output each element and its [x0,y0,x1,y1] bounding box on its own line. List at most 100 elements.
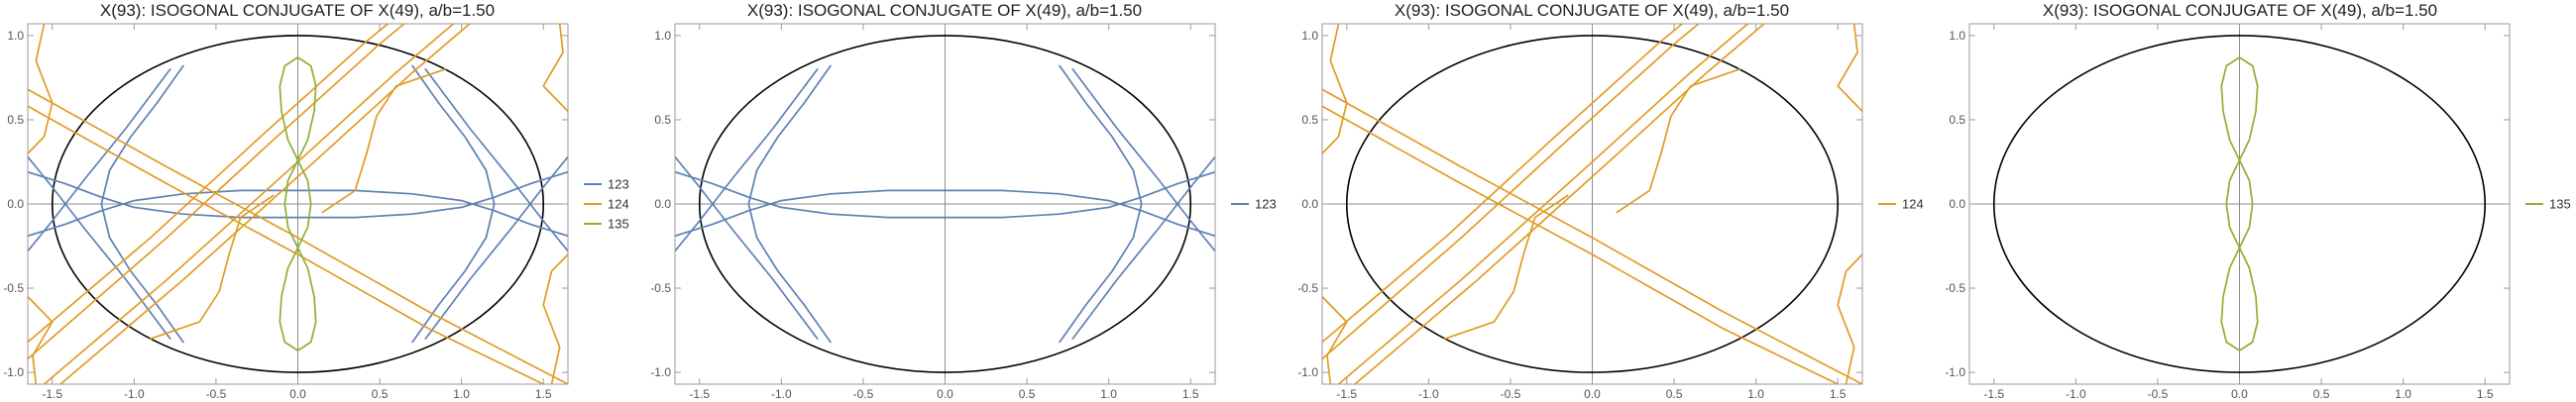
curve-123-7 [424,155,568,340]
x-tick-label: 1.5 [2477,387,2494,401]
x-tick-label: -1.0 [771,387,792,401]
y-tick-label: -0.5 [1297,281,1318,295]
x-tick-label: 0.0 [289,387,306,401]
y-tick-label: 1.0 [654,29,671,43]
curve-123-4 [28,68,171,252]
curve-123-1 [675,189,1215,238]
y-tick-label: 0.5 [7,113,24,127]
y-tick-label: -1.0 [1945,365,1965,379]
x-tick-label: -1.5 [42,387,62,401]
curve-123-5 [675,155,819,340]
x-tick-label: 1.0 [2395,387,2411,401]
y-tick-label: -0.5 [3,281,24,295]
chart-panel-2: X(93): ISOGONAL CONJUGATE OF X(49), a/b=… [650,1,1276,401]
curve-124-11 [542,24,568,113]
legend-label-124: 124 [1902,197,1924,212]
legend-4: 135 [2525,197,2571,212]
y-tick-label: -0.5 [1945,281,1965,295]
legend-label-135: 135 [2549,197,2571,212]
y-tick-label: 0.0 [654,197,671,211]
x-tick-label: 0.0 [1584,387,1601,401]
chart-panel-4: X(93): ISOGONAL CONJUGATE OF X(49), a/b=… [1945,1,2570,401]
x-tick-label: -1.0 [1418,387,1439,401]
curve-124-3 [59,24,471,384]
x-tick-label: 0.5 [1019,387,1036,401]
x-tick-label: 0.5 [1666,387,1683,401]
plot-area-2: -1.5 -1.0 -0.5 0.0 0.5 1.0 1.5 -1.0 -0.5 0.0 0.5 1.… [650,23,1216,401]
x-tick-label: 1.0 [1747,387,1764,401]
curve-123-6 [1071,68,1215,252]
y-tick-label: 0.0 [1949,197,1965,211]
y-tick-label: 1.0 [7,29,24,43]
y-tick-label: 1.0 [1949,29,1965,43]
y-tick-label: -1.0 [1297,365,1318,379]
curve-124-7 [1444,194,1569,340]
y-tick-label: 0.5 [654,113,671,127]
legend-2: 123 [1231,197,1277,212]
y-tick-label: 0.0 [7,197,24,211]
curve-124-8 [1322,24,1348,154]
chart-panel-3: X(93): ISOGONAL CONJUGATE OF X(49), a/b=… [1297,1,1923,401]
reference-ellipse [51,35,545,373]
curve-123-0 [675,170,1215,219]
curve-124-9 [1837,253,1862,384]
y-tick-label: 0.0 [1301,197,1318,211]
curve-123-3 [1059,64,1143,344]
curve-124-0 [28,88,568,384]
curve-123-2 [747,64,832,344]
x-tick-label: -0.5 [1501,387,1521,401]
chart-title-4: X(93): ISOGONAL CONJUGATE OF X(49), a/b=… [2043,1,2437,20]
x-tick-label: 1.0 [1100,387,1117,401]
curve-123-5 [28,155,171,340]
x-tick-label: -1.5 [689,387,710,401]
legend-label-123: 123 [1255,197,1277,212]
x-tick-label: -0.5 [206,387,227,401]
plot-area-4: -1.5 -1.0 -0.5 0.0 0.5 1.0 1.5 -1.0 -0.5 0.0 0.5 1.… [1945,23,2511,401]
y-tick-label: 1.0 [1301,29,1318,43]
curve-124-6 [321,68,446,214]
x-tick-label: -0.5 [853,387,874,401]
chart-title-3: X(93): ISOGONAL CONJUGATE OF X(49), a/b=… [1395,1,1789,20]
curve-124-1 [28,105,545,384]
x-tick-label: 1.5 [1182,387,1199,401]
legend-label-124: 124 [608,197,629,212]
curve-124-8 [28,24,54,154]
x-tick-label: 1.5 [535,387,552,401]
curve-135-0 [279,56,317,352]
curve-124-0 [1322,88,1862,384]
y-tick-label: -1.0 [650,365,671,379]
curve-123-6 [424,68,568,252]
curve-123-3 [411,64,496,344]
legend-label-135: 135 [608,217,629,232]
curve-123-2 [100,64,184,344]
x-tick-label: 0.0 [937,387,953,401]
y-tick-label: -1.0 [3,365,24,379]
curve-124-3 [1354,24,1765,384]
curve-124-2 [1337,24,1749,384]
curve-124-7 [150,194,275,340]
curve-124-10 [1322,295,1348,384]
y-tick-label: -0.5 [650,281,671,295]
curve-124-4 [28,24,390,344]
curve-123-4 [675,68,819,252]
curve-123-0 [28,170,568,219]
x-tick-label: -1.0 [2066,387,2086,401]
plot-area-1: -1.5 -1.0 -0.5 0.0 0.5 1.0 1.5 -1.0 -0.5 0.0 0.5 1.… [3,23,569,401]
chart-panel-1: X(93): ISOGONAL CONJUGATE OF X(49), a/b=… [3,1,628,401]
curve-124-6 [1616,68,1740,214]
plot-area-3: -1.5 -1.0 -0.5 0.0 0.5 1.0 1.5 -1.0 -0.5 0.0 0.5 1.… [1297,23,1863,401]
reference-ellipse [1345,35,1840,373]
x-tick-label: -0.5 [2148,387,2169,401]
x-tick-label: 1.5 [1830,387,1847,401]
curve-124-5 [1322,24,1700,360]
x-tick-label: 0.5 [372,387,389,401]
x-tick-label: 0.5 [2313,387,2330,401]
legend-1: 123 124 135 [584,177,629,232]
curve-124-4 [1322,24,1684,344]
x-tick-label: -1.5 [1983,387,2004,401]
legend-label-123: 123 [608,177,629,192]
curve-123-1 [28,189,568,238]
curve-124-10 [28,295,54,384]
chart-title-1: X(93): ISOGONAL CONJUGATE OF X(49), a/b=… [100,1,495,20]
